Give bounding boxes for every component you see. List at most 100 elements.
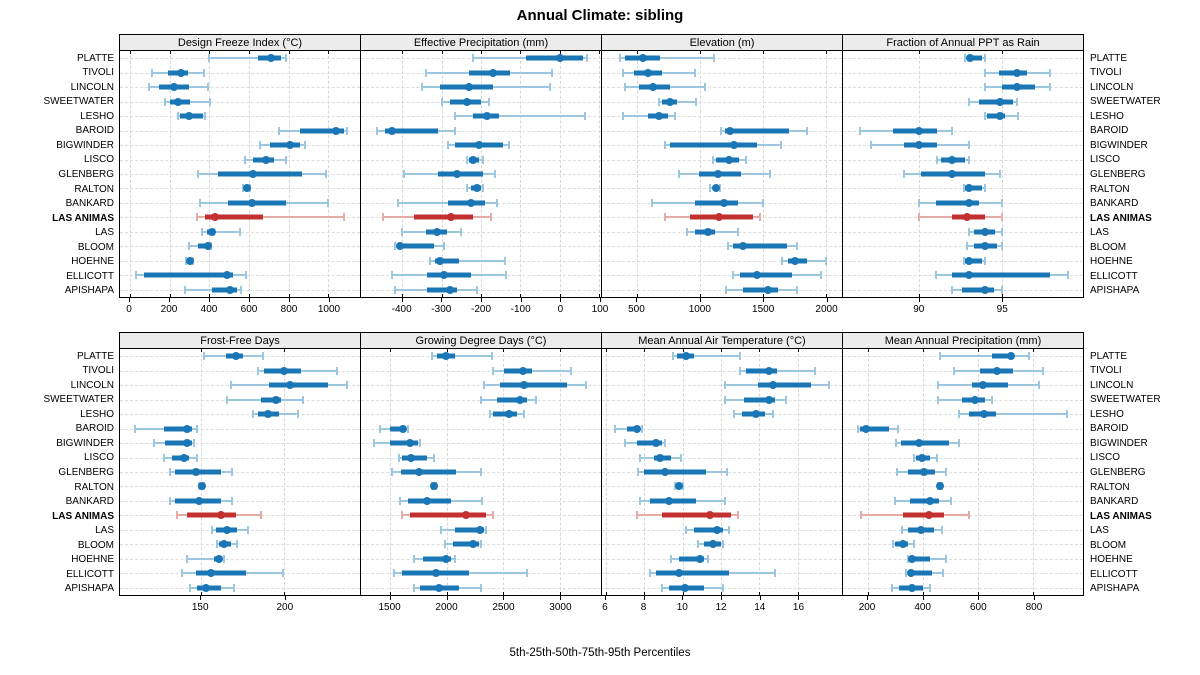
station-label: LAS ANIMAS (1090, 510, 1152, 522)
median-dot (726, 126, 735, 135)
whisker-cap (950, 496, 953, 505)
whisker-cap (391, 468, 394, 476)
median-dot (964, 271, 973, 280)
median-dot (861, 424, 870, 433)
tick-mark-inner (919, 51, 921, 54)
whisker-cap (723, 381, 726, 390)
iqr-bar (746, 368, 777, 374)
whisker-cap (935, 453, 938, 462)
tick-mark (249, 298, 250, 302)
gridline-horizontal (843, 231, 1083, 233)
gridline-horizontal (120, 246, 360, 248)
whisker-cap (216, 540, 219, 549)
whisker-cap (277, 126, 280, 135)
station-label: LINCOLN (1090, 379, 1134, 391)
tick-mark-inner (446, 592, 448, 595)
header-row-top: Design Freeze Index (°C) Effective Precip… (40, 34, 1180, 51)
whisker-cap (454, 126, 457, 135)
tick-mark-inner (209, 294, 211, 297)
whisker-cap (1017, 112, 1020, 121)
whisker-cap (1000, 242, 1003, 251)
gridline-horizontal (120, 145, 360, 147)
tick-mark-inner (599, 51, 601, 54)
median-dot (332, 126, 341, 135)
whisker-cap (147, 83, 150, 92)
tick-mark-inner (169, 51, 171, 54)
iqr-bar (269, 382, 329, 388)
median-dot (918, 453, 927, 462)
median-dot (467, 198, 476, 207)
whisker-cap (398, 496, 401, 505)
iqr-bar (503, 368, 532, 374)
median-dot (201, 583, 210, 592)
whisker-cap (721, 583, 724, 592)
tick-mark (284, 596, 286, 600)
gridline-horizontal (602, 87, 842, 89)
tick-mark-inner (825, 294, 827, 297)
whisker-cap (1048, 83, 1051, 92)
panel-header-temp: Mean Annual Air Temperature (°C) (601, 332, 843, 349)
whisker-cap (346, 126, 349, 135)
whisker-cap (163, 97, 166, 106)
median-dot (996, 97, 1005, 106)
tick-label: 1000 (688, 304, 711, 315)
gridline-horizontal (361, 246, 601, 248)
median-dot (915, 126, 924, 135)
gridline-horizontal (602, 486, 842, 488)
whisker-cap (967, 141, 970, 150)
whisker-cap (663, 213, 666, 222)
station-label: RALTON (74, 183, 114, 195)
tick-mark-inner (402, 51, 404, 54)
panel-title: Effective Precipitation (mm) (413, 36, 549, 49)
whisker-cap (891, 583, 894, 592)
station-label: LAS (1090, 227, 1109, 239)
median-dot (790, 256, 799, 265)
whisker-cap (1000, 213, 1003, 222)
whisker-cap (678, 170, 681, 178)
gridline-horizontal (602, 101, 842, 103)
whisker-cap (712, 54, 715, 63)
spacer (40, 596, 120, 622)
iqr-bar (908, 570, 932, 576)
median-dot (907, 583, 916, 592)
whisker-cap (706, 554, 709, 563)
whisker-cap (507, 141, 510, 150)
whisker-cap (244, 271, 247, 280)
whisker-cap (284, 155, 287, 164)
median-dot (462, 511, 471, 520)
tick-label: 1000 (317, 304, 341, 315)
whisker-cap (188, 242, 191, 251)
median-dot (204, 242, 213, 251)
median-dot (261, 155, 270, 164)
axis-row-bottom: 150 200 1500 2000 2500 3000 6 8 10 12 14 16 200 400 60… (40, 596, 1180, 622)
median-dot (898, 540, 907, 549)
station-label: LISCO (83, 154, 114, 166)
tick-mark-inner (200, 349, 202, 352)
gridline-horizontal (361, 443, 601, 445)
median-dot (220, 540, 229, 549)
whisker-cap (649, 569, 651, 578)
tick-mark (560, 596, 562, 600)
gridline-horizontal (843, 443, 1083, 445)
station-label: APISHAPA (1090, 583, 1140, 595)
median-dot (285, 141, 294, 150)
iqr-bar (743, 287, 778, 293)
whisker-line (619, 57, 714, 60)
iqr-bar (935, 200, 979, 206)
tick-mark-inner (759, 592, 761, 595)
whisker-cap (204, 112, 207, 121)
whisker-cap (964, 54, 967, 63)
station-label: BLOOM (77, 241, 114, 253)
station-label: BANKARD (65, 198, 114, 210)
panel-ffd (119, 349, 361, 596)
whisker-cap (624, 439, 627, 448)
station-label: LISCO (1090, 452, 1121, 464)
station-label: BANKARD (1090, 198, 1139, 210)
iqr-bar (447, 200, 485, 206)
panel-map (842, 349, 1084, 596)
whisker-cap (944, 468, 947, 476)
gridline-horizontal (843, 558, 1083, 560)
panel-title: Growing Degree Days (°C) (415, 334, 547, 347)
station-label: TIVOLI (82, 365, 114, 377)
gridline-horizontal (120, 159, 360, 161)
